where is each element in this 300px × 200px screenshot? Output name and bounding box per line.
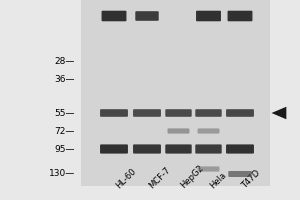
FancyBboxPatch shape <box>102 11 127 21</box>
FancyBboxPatch shape <box>168 128 190 134</box>
FancyBboxPatch shape <box>165 144 192 154</box>
FancyBboxPatch shape <box>135 11 159 21</box>
Text: HL-60: HL-60 <box>114 166 138 190</box>
FancyBboxPatch shape <box>226 144 254 154</box>
FancyBboxPatch shape <box>100 109 128 117</box>
Bar <box>81 0 270 186</box>
FancyBboxPatch shape <box>133 144 161 154</box>
Text: 55—: 55— <box>55 108 75 117</box>
Text: MCF-7: MCF-7 <box>147 165 172 190</box>
Polygon shape <box>272 107 286 119</box>
Text: 95—: 95— <box>55 144 75 154</box>
Text: 36—: 36— <box>55 75 75 84</box>
Text: 72—: 72— <box>55 127 75 136</box>
Text: T47D: T47D <box>240 168 262 190</box>
FancyBboxPatch shape <box>100 144 128 154</box>
Text: HepG2: HepG2 <box>178 163 205 190</box>
FancyBboxPatch shape <box>228 171 252 177</box>
FancyBboxPatch shape <box>195 144 222 154</box>
Text: 28—: 28— <box>55 56 75 66</box>
FancyBboxPatch shape <box>228 11 253 21</box>
FancyBboxPatch shape <box>226 109 254 117</box>
FancyBboxPatch shape <box>197 166 220 172</box>
Text: Hela: Hela <box>208 170 228 190</box>
Text: 130—: 130— <box>49 170 75 178</box>
FancyBboxPatch shape <box>195 109 222 117</box>
FancyBboxPatch shape <box>196 11 221 21</box>
FancyBboxPatch shape <box>197 128 220 134</box>
FancyBboxPatch shape <box>133 109 161 117</box>
FancyBboxPatch shape <box>165 109 192 117</box>
